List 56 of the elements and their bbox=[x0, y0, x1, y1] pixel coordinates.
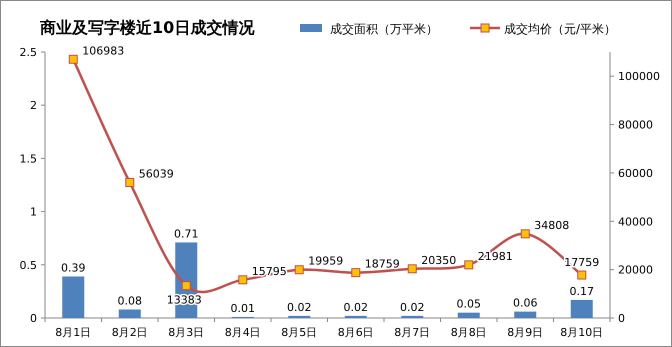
data-label: 18759 bbox=[364, 258, 400, 271]
point bbox=[520, 229, 530, 238]
legend-label: 成交均价（元/平米） bbox=[504, 22, 616, 36]
data-label: 34808 bbox=[534, 218, 570, 232]
x-tick-label: 8月8日 bbox=[450, 326, 487, 339]
point bbox=[68, 54, 78, 64]
y2-tick-label: 0 bbox=[618, 312, 625, 325]
point bbox=[408, 264, 417, 274]
y-tick-label: 0 bbox=[30, 312, 37, 325]
x-tick-label: 8月2日 bbox=[112, 326, 148, 339]
point bbox=[577, 270, 586, 280]
x-tick-label: 8月3日 bbox=[168, 326, 204, 339]
data-label: 0.01 bbox=[230, 302, 255, 315]
data-label: 0.39 bbox=[61, 262, 86, 275]
point bbox=[238, 275, 248, 284]
x-tick-label: 8月5日 bbox=[281, 326, 318, 339]
y2-tick-label: 80000 bbox=[618, 118, 653, 132]
x-tick-label: 8月4日 bbox=[224, 326, 261, 339]
bar bbox=[458, 312, 480, 318]
data-label: 20350 bbox=[421, 254, 456, 267]
y-tick-label: 1.5 bbox=[20, 152, 37, 166]
x-tick-label: 8月1日 bbox=[55, 326, 92, 339]
data-label: 56039 bbox=[138, 167, 174, 180]
y2-tick-label: 40000 bbox=[618, 215, 653, 228]
point bbox=[464, 260, 474, 270]
bar bbox=[514, 312, 536, 318]
x-tick-label: 8月7日 bbox=[394, 326, 430, 339]
data-label: 106983 bbox=[82, 44, 124, 58]
y2-tick-label: 20000 bbox=[618, 264, 653, 277]
y2-tick-label: 60000 bbox=[618, 166, 653, 180]
y-tick-label: 0.5 bbox=[20, 258, 37, 272]
y-tick-label: 2 bbox=[30, 99, 37, 112]
bar bbox=[62, 276, 84, 318]
data-label: 0.71 bbox=[174, 227, 198, 240]
data-label: 0.08 bbox=[118, 294, 142, 308]
point bbox=[125, 178, 134, 187]
bar bbox=[118, 309, 141, 318]
data-label: 0.06 bbox=[513, 296, 538, 310]
x-tick-label: 8月9日 bbox=[507, 326, 544, 339]
data-label: 19959 bbox=[308, 254, 344, 268]
data-label: 0.05 bbox=[456, 298, 481, 311]
data-label: 0.02 bbox=[287, 300, 312, 314]
bar bbox=[570, 300, 593, 318]
chart-title: 商业及写字楼近10日成交情况 bbox=[39, 18, 256, 37]
legend-label: 成交面积（万平米） bbox=[330, 22, 438, 36]
data-label: 0.17 bbox=[570, 284, 594, 298]
data-label: 0.02 bbox=[400, 300, 424, 314]
point bbox=[294, 265, 304, 274]
y2-tick-label: 100000 bbox=[618, 70, 660, 84]
y-tick-label: 1 bbox=[30, 206, 37, 219]
point bbox=[182, 281, 191, 290]
data-label: 0.02 bbox=[344, 300, 368, 314]
x-tick-label: 8月6日 bbox=[338, 326, 374, 339]
point bbox=[351, 268, 360, 278]
x-tick-label: 8月10日 bbox=[560, 326, 604, 339]
y-tick-label: 2.5 bbox=[20, 46, 37, 59]
